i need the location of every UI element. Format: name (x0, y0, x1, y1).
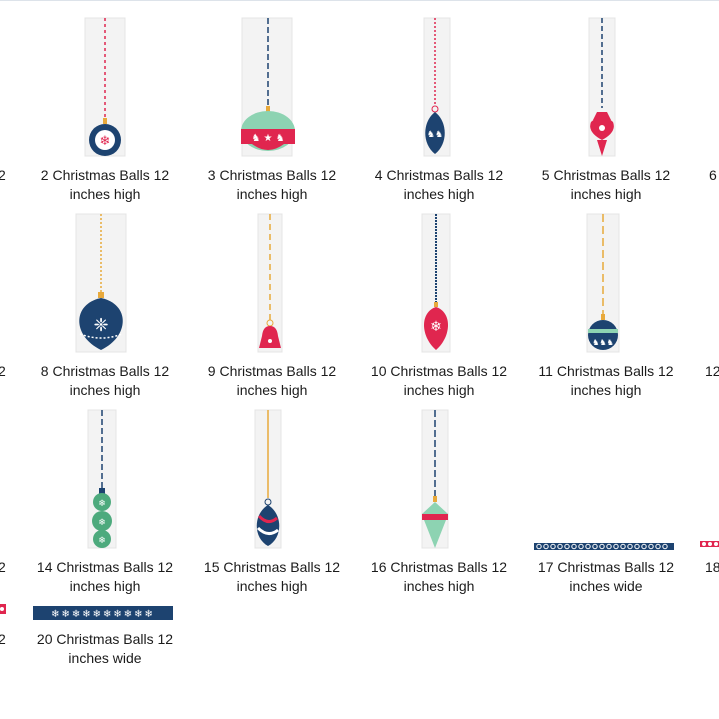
partial-label-left-row1[interactable]: 2 (0, 167, 6, 183)
file-label: 4 Christmas Balls 12 inches high (374, 167, 504, 202)
svg-text:♞♞♞: ♞♞♞ (592, 338, 614, 347)
partial-label-right-row2[interactable]: 12 (705, 363, 719, 379)
ornament-drop-red-snowflake-image: ❄ (421, 213, 451, 353)
svg-text:❄: ❄ (98, 499, 106, 509)
ornament-drop-reindeer-image: ♞♞ (423, 17, 451, 157)
ornament-round-reindeer-image: ♞♞♞ (586, 213, 620, 353)
file-label: 3 Christmas Balls 12 inches high (207, 167, 337, 202)
ornament-swirl-image (254, 409, 282, 549)
file-label: 17 Christmas Balls 12 inches wide (537, 559, 675, 594)
partial-label-left-row4[interactable]: 2 (0, 631, 6, 647)
partial-thumbnail-right[interactable] (700, 538, 719, 550)
ornament-bell-red-image (257, 213, 283, 353)
file-label: 8 Christmas Balls 12 inches high (40, 363, 170, 398)
svg-text:❄: ❄ (98, 518, 106, 528)
partial-label-right-row1[interactable]: 6 (709, 167, 717, 183)
svg-text:❄: ❄ (430, 319, 442, 335)
file-label: 10 Christmas Balls 12 inches high (370, 363, 508, 398)
svg-text:❄❄❄❄❄❄❄❄❄❄: ❄❄❄❄❄❄❄❄❄❄ (51, 609, 155, 620)
file-label: 20 Christmas Balls 12 inches wide (36, 631, 174, 666)
file-label: 2 Christmas Balls 12 inches high (40, 167, 170, 202)
ornament-finial-red-image (588, 17, 616, 157)
svg-text:♞ ★ ♞: ♞ ★ ♞ (251, 133, 284, 144)
border-ribbon-circles-image (534, 543, 674, 550)
partial-label-left-row3[interactable]: 2 (0, 559, 6, 575)
file-label: 15 Christmas Balls 12 inches high (203, 559, 341, 594)
svg-text:❄: ❄ (98, 536, 106, 546)
file-label: 5 Christmas Balls 12 inches high (541, 167, 671, 202)
border-ribbon-snowflakes-image: ❄❄❄❄❄❄❄❄❄❄ (33, 606, 173, 620)
partial-thumbnail-left[interactable] (0, 600, 6, 618)
file-label: 16 Christmas Balls 12 inches high (370, 559, 508, 594)
svg-text:❄: ❄ (100, 134, 111, 149)
partial-label-right-row3[interactable]: 18 (705, 559, 719, 575)
ornament-stacked-green-image: ❄ ❄ ❄ (87, 409, 117, 549)
ornament-onion-damask-image: ❈ (75, 213, 127, 353)
ornament-finial-green-image (421, 409, 449, 549)
ornament-wide-reindeer-image: ♞ ★ ♞ (241, 17, 295, 157)
ornament-round-snowflake-image: ❄ (84, 17, 126, 157)
svg-text:❈: ❈ (93, 315, 108, 336)
file-label: 9 Christmas Balls 12 inches high (207, 363, 337, 398)
partial-label-left-row2[interactable]: 2 (0, 363, 6, 379)
file-label: 14 Christmas Balls 12 inches high (36, 559, 174, 594)
svg-text:♞♞: ♞♞ (427, 130, 443, 140)
header-divider (0, 0, 719, 1)
file-label: 11 Christmas Balls 12 inches high (538, 363, 674, 398)
